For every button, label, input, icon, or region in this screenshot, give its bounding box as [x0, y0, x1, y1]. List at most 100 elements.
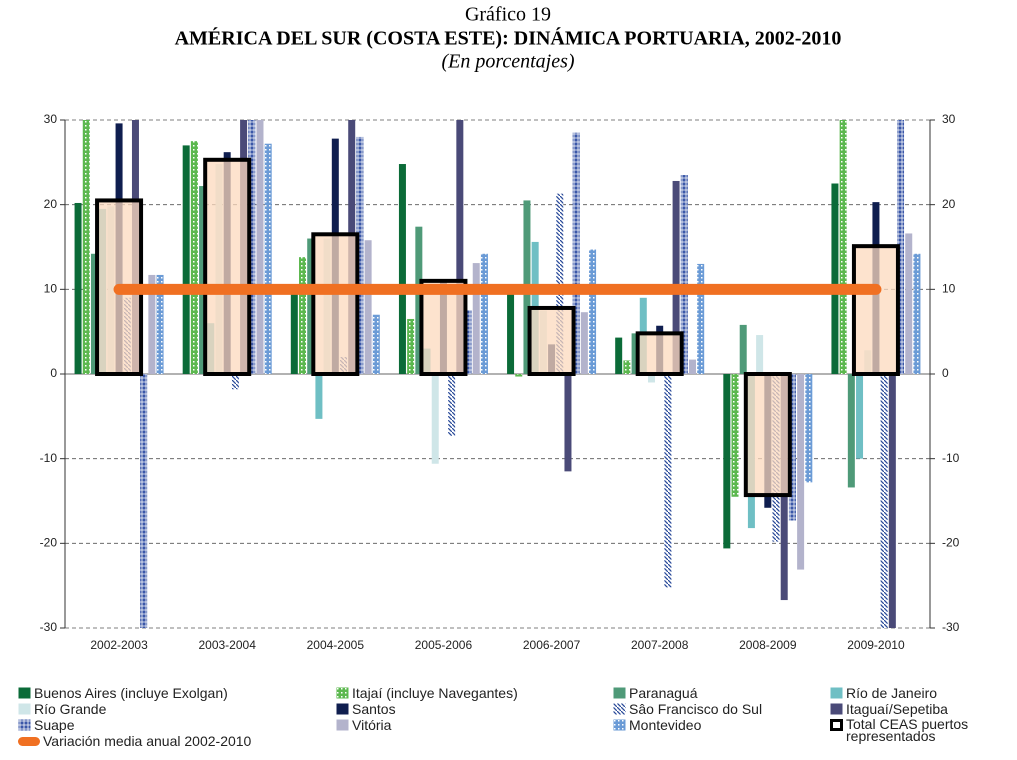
legend-swatch — [18, 703, 31, 715]
legend-label: Río de Janeiro — [846, 685, 938, 701]
legend-item: Itaguaí/Sepetiba — [830, 702, 948, 716]
bar — [880, 374, 888, 628]
bar — [672, 180, 680, 374]
y2-tick-label: 10 — [942, 282, 956, 296]
bar — [315, 374, 323, 419]
bar — [464, 310, 472, 374]
bar — [805, 374, 813, 483]
bar — [680, 175, 688, 374]
legend-item: Vitória — [336, 718, 391, 732]
legend-item: Buenos Aires (incluye Exolgan) — [18, 686, 228, 700]
bar — [431, 374, 439, 464]
bar — [398, 164, 406, 374]
legend-label: Río Grande — [34, 701, 107, 717]
bar — [556, 193, 564, 374]
bar — [199, 186, 207, 374]
bar — [256, 120, 264, 374]
bar — [480, 253, 488, 374]
legend-swatch — [336, 687, 349, 699]
bar — [248, 120, 256, 374]
bar — [631, 333, 639, 374]
legend-label: Itaguaí/Sepetiba — [846, 701, 948, 717]
legend-label: Sâo Francisco do Sul — [629, 701, 763, 717]
x-tick-label: 2007-2008 — [631, 638, 689, 652]
legend-label: Suape — [34, 717, 75, 733]
bar — [90, 253, 98, 374]
y-tick-label: -10 — [40, 451, 58, 465]
total-box — [527, 305, 576, 376]
chart: Gráfico 19 AMÉRICA DEL SUR (COSTA ESTE):… — [40, 4, 960, 653]
bar — [148, 274, 156, 374]
chart-subtitle: (En porcentajes) — [441, 51, 574, 73]
bar — [264, 143, 272, 374]
legend-swatch — [18, 719, 31, 731]
legend-item: Río Grande — [18, 702, 106, 716]
bar — [589, 249, 597, 374]
y2-tick-label: 30 — [942, 112, 956, 126]
legend-item: Itajaí (incluye Navegantes) — [336, 686, 518, 700]
bar — [74, 202, 82, 374]
x-tick-label: 2003-2004 — [198, 638, 256, 652]
legend-swatch — [336, 719, 349, 731]
bar — [731, 374, 739, 497]
bar — [688, 359, 696, 374]
x-tick-label: 2005-2006 — [415, 638, 473, 652]
bar — [723, 374, 731, 549]
legend-item: Total CEAS puertos representados — [830, 716, 1005, 744]
legend-label: Paranaguá — [629, 685, 698, 701]
chart-title: AMÉRICA DEL SUR (COSTA ESTE): DINÁMICA P… — [175, 27, 842, 50]
bar — [231, 374, 239, 390]
legend-item: Montevideo — [613, 718, 701, 732]
bar — [140, 374, 148, 628]
y-tick-label: 0 — [50, 366, 57, 380]
x-tick-label: 2006-2007 — [523, 638, 581, 652]
legend-item: Suape — [18, 718, 74, 732]
legend-swatch — [18, 737, 40, 746]
legend-swatch — [18, 687, 31, 699]
total-box — [203, 157, 252, 376]
bar — [913, 253, 921, 374]
y2-tick-label: -20 — [942, 536, 960, 550]
legend-label: Variación media anual 2002-2010 — [43, 733, 252, 749]
bar — [788, 374, 796, 521]
legend-label: Total CEAS puertos representados — [846, 716, 969, 744]
bar — [897, 120, 905, 374]
bar — [456, 120, 464, 374]
chart-kicker: Gráfico 19 — [465, 4, 551, 26]
bar — [564, 374, 572, 472]
bar — [580, 312, 588, 374]
bar — [82, 120, 90, 374]
bar — [888, 374, 896, 628]
bar — [756, 335, 764, 374]
y2-tick-label: -30 — [942, 620, 960, 634]
bar — [572, 132, 580, 374]
bar — [299, 257, 307, 374]
bar — [407, 318, 415, 374]
bar — [290, 289, 298, 374]
total-box — [851, 244, 900, 376]
bar — [856, 374, 864, 459]
y-tick-label: -30 — [40, 620, 58, 634]
x-tick-label: 2002-2003 — [90, 638, 148, 652]
bar — [697, 263, 705, 374]
legend-label: Itajaí (incluye Navegantes) — [352, 685, 518, 701]
total-box — [635, 331, 684, 376]
legend-item: Paranaguá — [613, 686, 698, 700]
x-tick-label: 2009-2010 — [847, 638, 905, 652]
legend-label: Santos — [352, 701, 396, 717]
legend-swatch — [613, 687, 626, 699]
legend-swatch — [830, 703, 843, 715]
bar — [623, 360, 631, 374]
bar — [831, 183, 839, 374]
bar — [448, 374, 456, 436]
bar — [364, 240, 372, 374]
y2-tick-label: 0 — [942, 366, 949, 380]
y2-tick-label: -10 — [942, 451, 960, 465]
total-box — [419, 278, 468, 376]
legend-item: Sâo Francisco do Sul — [613, 702, 762, 716]
legend-swatch — [336, 703, 349, 715]
bar — [372, 314, 380, 374]
bar — [797, 374, 805, 570]
bar — [472, 263, 480, 374]
